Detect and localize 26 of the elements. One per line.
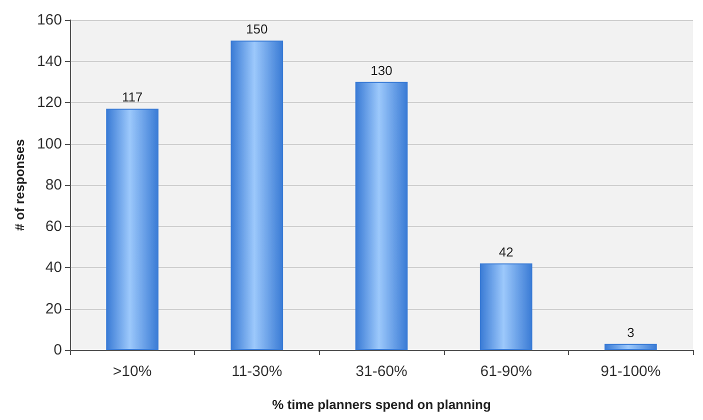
- x-tick-label: 91-100%: [600, 363, 661, 380]
- y-tick-label: 20: [45, 300, 62, 318]
- y-axis-title: # of responses: [12, 139, 28, 231]
- x-tick-label: 11-30%: [232, 363, 282, 380]
- y-tick-label: 100: [36, 135, 62, 152]
- x-axis-title: % time planners spend on planning: [272, 397, 491, 412]
- bar: [230, 40, 284, 350]
- data-label: 130: [370, 62, 392, 78]
- data-label: 150: [246, 22, 268, 37]
- y-tick-label: 120: [36, 94, 62, 111]
- bar: [480, 263, 532, 350]
- x-tick-label: 61-90%: [480, 363, 532, 380]
- data-label: 117: [122, 90, 143, 105]
- bar: [355, 82, 408, 350]
- y-tick-label: 40: [45, 259, 62, 276]
- x-tick-label: 31-60%: [356, 363, 408, 380]
- y-tick-label: 80: [45, 176, 62, 194]
- data-label: 3: [627, 324, 634, 340]
- bar: [604, 344, 657, 350]
- x-tick-label: >10%: [112, 363, 152, 380]
- bar: [106, 108, 158, 350]
- y-tick-label: 0: [54, 342, 62, 358]
- y-tick-label: 60: [45, 218, 62, 235]
- y-tick-label: 160: [36, 12, 62, 28]
- y-tick-label: 140: [36, 52, 62, 70]
- data-label: 42: [498, 244, 514, 260]
